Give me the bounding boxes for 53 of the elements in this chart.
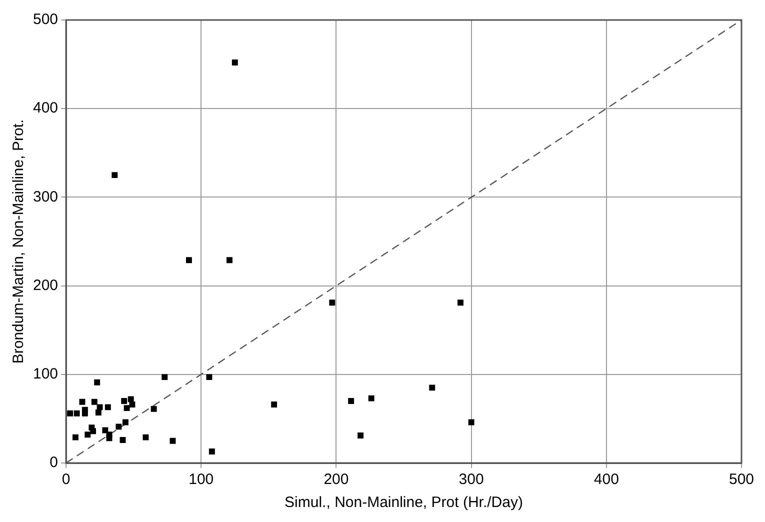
x-tick-label: 0 [62,471,70,488]
x-tick-label: 400 [594,471,619,488]
point [170,438,176,444]
point [142,434,149,440]
point [162,374,168,380]
point [150,406,157,412]
point [67,410,74,416]
point [121,398,128,404]
point [468,419,474,426]
point [82,410,88,416]
point [226,257,232,264]
point [104,404,111,410]
point [271,402,278,408]
point [91,398,98,405]
point [94,379,100,386]
point [429,384,436,391]
point [79,398,86,405]
x-axis-title: Simul., Non-Mainline, Prot (Hr./Day) [284,494,523,512]
point [96,404,103,410]
point [206,374,212,380]
point [112,172,118,178]
point [458,300,464,306]
point [358,432,364,439]
point [348,398,354,404]
point [128,396,134,402]
x-tick-label: 300 [458,471,484,488]
point [208,448,215,454]
x-tick-label: 200 [324,471,349,488]
point [129,402,136,408]
point [116,424,122,430]
y-tick-label: 300 [32,188,58,206]
x-tick-label: 100 [188,471,214,488]
point [186,257,192,264]
point [74,410,80,416]
point [122,419,128,426]
y-tick-label: 100 [32,366,58,383]
y-tick-label: 400 [32,100,58,117]
point [90,428,96,434]
point [368,395,374,402]
y-tick-label: 200 [32,276,58,294]
point [106,435,112,442]
point [95,410,102,416]
y-tick-label: 0 [50,454,58,472]
point [232,60,238,66]
point [72,434,78,440]
x-tick-label: 500 [728,471,754,488]
point [329,300,336,306]
point [102,427,108,434]
point [84,432,91,438]
y-tick-label: 500 [32,11,58,28]
y-axis-title: Brondum-Martin, Non-Mainline, Prot. [10,119,28,364]
point [124,405,130,412]
point [120,436,126,443]
